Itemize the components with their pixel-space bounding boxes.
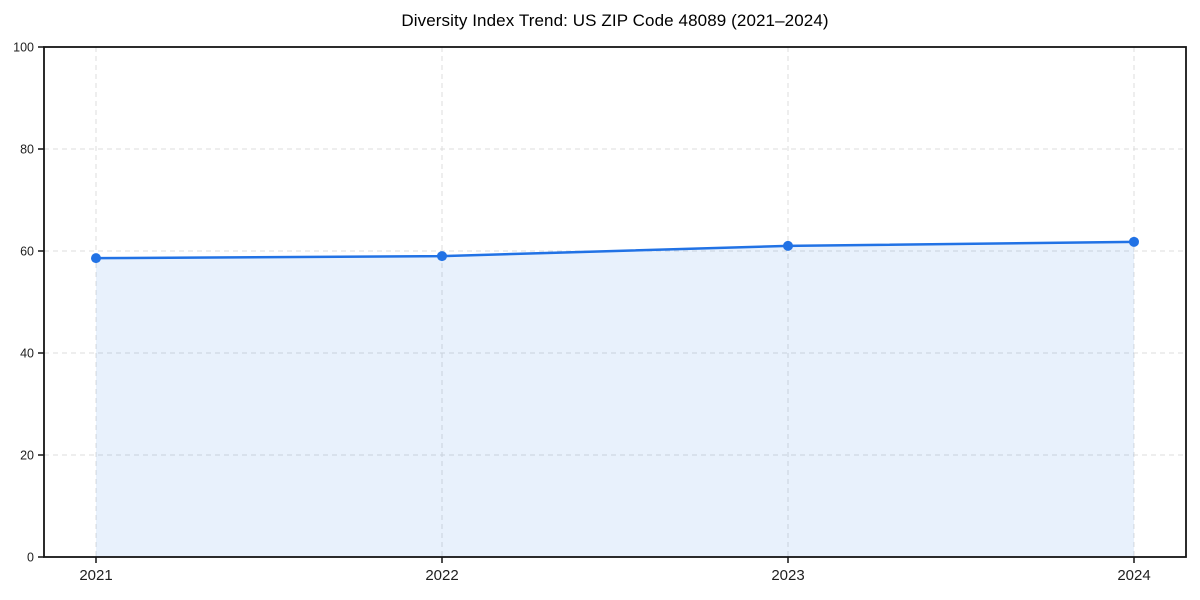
- y-tick-label: 0: [27, 550, 34, 564]
- data-point-2021: [91, 253, 101, 264]
- x-tick-label: 2021: [79, 567, 112, 584]
- y-tick-label: 60: [20, 244, 34, 258]
- area-fill: [96, 241, 1134, 557]
- x-tick-label: 2022: [425, 567, 458, 584]
- x-tick-label: 2023: [771, 567, 804, 584]
- chart-title: Diversity Index Trend: US ZIP Code 48089…: [401, 11, 829, 30]
- data-point-2023: [783, 240, 793, 251]
- plot-frame: [43, 46, 1187, 558]
- data-point-2024: [1129, 236, 1139, 247]
- trend-line: [94, 240, 1136, 260]
- x-tick-label: 2024: [1117, 567, 1150, 584]
- data-point-2022: [437, 251, 447, 262]
- y-tick-label: 100: [13, 40, 34, 54]
- y-tick-label: 80: [20, 142, 34, 156]
- y-tick-label: 20: [20, 448, 34, 462]
- y-tick-label: 40: [20, 346, 34, 360]
